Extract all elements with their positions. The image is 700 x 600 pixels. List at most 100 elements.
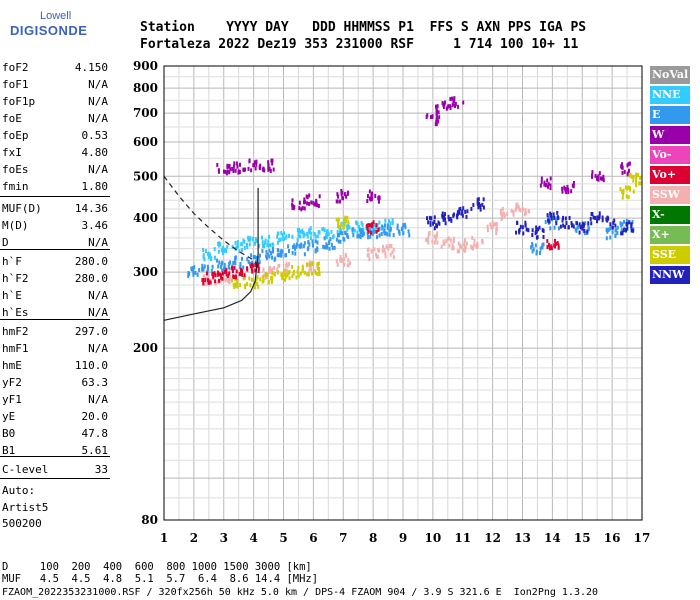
data-point-ssw	[519, 208, 522, 213]
data-point-e	[267, 252, 270, 257]
data-point-ssw	[515, 204, 518, 209]
data-point-nnw	[594, 216, 597, 221]
x-tick-label: 5	[279, 531, 287, 545]
data-point-e	[402, 223, 405, 228]
data-point-nnw	[461, 213, 464, 218]
data-point-e	[547, 216, 550, 221]
data-point-ssw	[268, 267, 271, 272]
data-point-e	[201, 267, 204, 272]
data-point-sse	[306, 272, 309, 277]
data-point-sse	[347, 220, 350, 225]
data-point-w	[250, 168, 253, 173]
data-point-ssw	[451, 246, 454, 251]
data-point-w	[561, 186, 564, 191]
data-point-ssw	[381, 249, 384, 254]
data-point-sse	[249, 283, 252, 288]
data-point-ssw	[490, 225, 493, 230]
data-point-e	[295, 244, 298, 249]
data-point-vo-	[202, 281, 205, 286]
data-point-e	[298, 243, 301, 248]
data-point-w	[435, 111, 438, 116]
param-separator	[0, 478, 110, 479]
data-point-sse	[621, 190, 624, 195]
data-point-nnw	[559, 224, 562, 229]
data-point-nne	[207, 252, 210, 257]
data-point-ssw	[518, 207, 521, 212]
data-point-w	[336, 199, 339, 204]
data-point-nne	[207, 255, 210, 260]
data-point-w	[621, 162, 624, 167]
data-point-w	[341, 190, 344, 195]
data-point-sse	[292, 271, 295, 276]
data-point-w	[546, 178, 549, 183]
data-point-nne	[238, 249, 241, 254]
data-point-w	[308, 193, 311, 198]
y-tick-label: 200	[133, 341, 158, 355]
data-point-nne	[326, 229, 329, 234]
data-point-ssw	[389, 252, 392, 257]
data-point-w	[306, 201, 309, 206]
data-point-nne	[202, 247, 205, 252]
param-label: h`F	[2, 255, 22, 268]
data-point-nnw	[456, 215, 459, 220]
data-point-nnw	[557, 216, 560, 221]
data-point-nne	[298, 227, 301, 232]
data-point-sse	[622, 189, 625, 194]
legend-item-vo-: Vo+	[650, 166, 690, 184]
data-point-e	[530, 245, 533, 250]
data-point-w	[234, 168, 237, 173]
data-point-vo-	[223, 269, 226, 274]
param-row-yf2: yF2 63.3	[2, 376, 108, 393]
data-point-sse	[303, 270, 306, 275]
data-point-sse	[344, 215, 347, 220]
data-point-e	[248, 261, 251, 266]
data-point-ssw	[277, 263, 280, 268]
data-point-vo-	[553, 238, 556, 243]
footer-muf-row: MUF 4.5 4.5 4.8 5.1 5.7 6.4 8.6 14.4 [MH…	[2, 573, 319, 585]
data-point-e	[620, 228, 623, 233]
data-point-w	[242, 167, 245, 172]
data-point-ssw	[392, 247, 395, 252]
param-label: yE	[2, 410, 16, 423]
data-point-sse	[316, 262, 319, 267]
param-row-fmin: fmin 1.80	[2, 180, 108, 197]
data-point-e	[251, 260, 254, 265]
data-point-nnw	[429, 220, 432, 225]
data-point-sse	[264, 272, 267, 277]
logo-digisonde: DIGISONDE	[10, 23, 88, 38]
data-point-e	[314, 239, 317, 244]
data-point-ssw	[462, 248, 465, 253]
data-point-e	[223, 266, 226, 271]
data-point-nne	[263, 240, 266, 245]
x-tick-label: 6	[309, 531, 317, 545]
data-point-e	[362, 231, 365, 236]
data-point-e	[196, 272, 199, 277]
data-point-ssw	[512, 210, 515, 215]
data-point-vo-	[241, 272, 244, 277]
data-point-sse	[246, 282, 249, 287]
data-point-ssw	[464, 248, 467, 253]
data-point-e	[339, 239, 342, 244]
data-point-nnw	[624, 228, 627, 233]
data-point-e	[271, 246, 274, 251]
data-point-sse	[293, 269, 296, 274]
data-point-e	[271, 255, 274, 260]
data-point-ssw	[383, 247, 386, 252]
data-point-e	[352, 233, 355, 238]
data-point-ssw	[446, 237, 449, 242]
data-point-vo-	[548, 242, 551, 247]
param-value: 4.150	[74, 61, 108, 74]
data-point-vo-	[220, 273, 223, 278]
data-point-vo-	[235, 269, 238, 274]
data-point-e	[541, 242, 544, 247]
data-point-w	[431, 115, 434, 120]
data-point-ssw	[442, 239, 445, 244]
data-point-e	[265, 256, 268, 261]
data-point-sse	[639, 181, 642, 186]
param-value: N/A	[88, 306, 108, 319]
data-point-w	[449, 97, 452, 102]
data-point-w	[462, 100, 465, 105]
curve-model	[163, 175, 259, 267]
data-point-nne	[221, 246, 224, 251]
data-point-sse	[629, 186, 632, 191]
